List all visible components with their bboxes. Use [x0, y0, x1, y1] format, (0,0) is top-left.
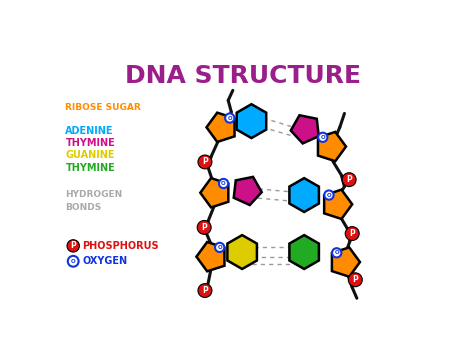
Text: THYMINE: THYMINE: [65, 138, 115, 148]
Polygon shape: [201, 178, 228, 207]
Text: HYDROGEN
BONDS: HYDROGEN BONDS: [65, 190, 123, 212]
Polygon shape: [318, 132, 346, 161]
Polygon shape: [234, 177, 262, 205]
Text: O: O: [71, 259, 75, 264]
Circle shape: [348, 273, 362, 287]
Polygon shape: [290, 235, 319, 269]
Circle shape: [342, 173, 356, 187]
Circle shape: [345, 226, 359, 240]
Circle shape: [67, 240, 80, 252]
Text: P: P: [70, 241, 76, 250]
Polygon shape: [237, 104, 266, 138]
Circle shape: [198, 155, 212, 169]
Circle shape: [318, 133, 328, 142]
Circle shape: [324, 190, 334, 200]
Circle shape: [197, 220, 211, 234]
Polygon shape: [290, 178, 319, 212]
Text: PHOSPHORUS: PHOSPHORUS: [82, 241, 159, 251]
Polygon shape: [324, 190, 352, 219]
Circle shape: [332, 248, 341, 257]
Text: RIBOSE SUGAR: RIBOSE SUGAR: [65, 103, 141, 112]
Text: P: P: [346, 175, 352, 184]
Text: O: O: [327, 192, 331, 198]
Text: O: O: [221, 181, 226, 186]
Circle shape: [215, 243, 224, 252]
Circle shape: [219, 179, 228, 188]
Text: P: P: [202, 286, 208, 295]
Text: O: O: [320, 135, 325, 140]
Circle shape: [68, 256, 79, 267]
Text: ADENINE: ADENINE: [65, 126, 114, 136]
Text: O: O: [218, 245, 222, 250]
Text: THYMINE: THYMINE: [65, 163, 115, 173]
Text: OXYGEN: OXYGEN: [82, 256, 128, 266]
Text: P: P: [353, 275, 358, 284]
Circle shape: [225, 114, 235, 123]
Text: GUANINE: GUANINE: [65, 151, 115, 160]
Text: DNA STRUCTURE: DNA STRUCTURE: [125, 64, 361, 88]
Text: O: O: [228, 116, 232, 121]
Polygon shape: [291, 115, 319, 143]
Polygon shape: [332, 247, 360, 277]
Circle shape: [198, 284, 212, 297]
Polygon shape: [196, 242, 225, 271]
Text: P: P: [349, 229, 355, 238]
Text: P: P: [202, 158, 208, 166]
Text: O: O: [334, 250, 339, 255]
Text: P: P: [201, 223, 207, 232]
Polygon shape: [228, 235, 257, 269]
Polygon shape: [207, 113, 235, 142]
